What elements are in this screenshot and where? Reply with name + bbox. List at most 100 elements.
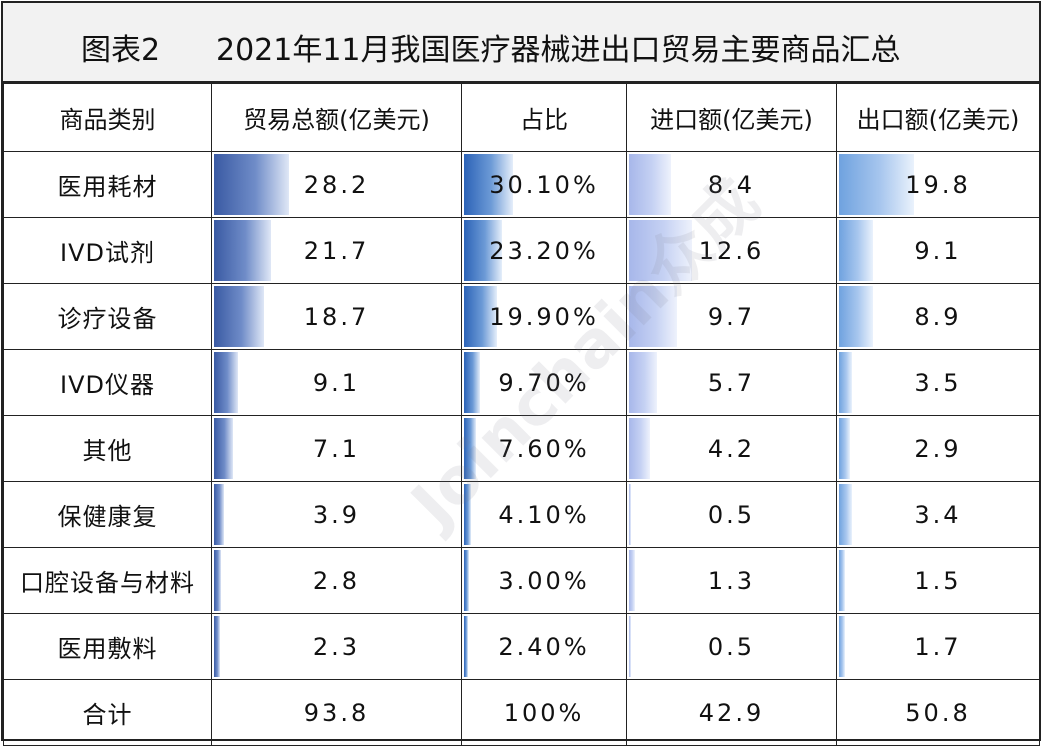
import-cell: 42.9 xyxy=(626,679,837,746)
share-cell: 100% xyxy=(461,679,627,746)
total-value: 7.1 xyxy=(312,434,361,463)
export-data-bar xyxy=(839,418,850,479)
total-data-bar xyxy=(214,616,221,677)
column-header-category: 商品类别 xyxy=(3,83,212,152)
import-value: 4.2 xyxy=(707,434,756,463)
share-value: 4.10% xyxy=(498,500,590,529)
category-cell: 其他 xyxy=(3,415,212,482)
table-row: IVD仪器 9.1 9.70% 5.7 3.5 xyxy=(3,349,1040,416)
total-data-bar xyxy=(214,484,225,545)
export-value: 8.9 xyxy=(914,302,962,331)
share-cell: 30.10% xyxy=(461,151,627,218)
export-value: 50.8 xyxy=(905,698,971,727)
import-data-bar xyxy=(629,220,692,281)
export-value: 1.5 xyxy=(914,566,962,595)
total-data-bar xyxy=(214,286,264,347)
title-bar: 图表2 2021年11月我国医疗器械进出口贸易主要商品汇总 xyxy=(3,3,1039,83)
total-data-bar xyxy=(214,418,233,479)
share-data-bar xyxy=(464,418,477,479)
export-data-bar xyxy=(839,286,873,347)
total-cell: 2.3 xyxy=(211,613,462,680)
share-cell: 23.20% xyxy=(461,217,627,284)
total-cell: 21.7 xyxy=(211,217,462,284)
total-cell: 7.1 xyxy=(211,415,462,482)
table-row: 医用耗材 28.2 30.10% 8.4 19.8 xyxy=(3,151,1040,218)
share-value: 19.90% xyxy=(489,302,599,331)
category-cell: 保健康复 xyxy=(3,481,212,548)
export-cell: 1.7 xyxy=(836,613,1040,680)
category-cell: 合计 xyxy=(3,679,212,746)
export-data-bar xyxy=(839,154,914,215)
figure-label: 图表2 xyxy=(81,33,161,68)
category-cell: 医用耗材 xyxy=(3,151,212,218)
total-row: 合计 93.8 100% 42.9 50.8 xyxy=(3,679,1040,746)
category-cell: 口腔设备与材料 xyxy=(3,547,212,614)
import-cell: 8.4 xyxy=(626,151,837,218)
share-cell: 7.60% xyxy=(461,415,627,482)
table-row: 诊疗设备 18.7 19.90% 9.7 8.9 xyxy=(3,283,1040,350)
total-value: 2.8 xyxy=(312,566,361,595)
total-data-bar xyxy=(214,220,272,281)
share-value: 2.40% xyxy=(498,632,590,661)
import-value: 0.5 xyxy=(707,632,756,661)
export-data-bar xyxy=(839,220,874,281)
import-cell: 0.5 xyxy=(626,481,837,548)
import-cell: 5.7 xyxy=(626,349,837,416)
category-cell: 医用敷料 xyxy=(3,613,212,680)
share-value: 7.60% xyxy=(498,434,590,463)
header-row: 商品类别 贸易总额(亿美元) 占比 进口额(亿美元) 出口额(亿美元) xyxy=(3,83,1040,152)
category-cell: 诊疗设备 xyxy=(3,283,212,350)
export-cell: 8.9 xyxy=(836,283,1040,350)
share-data-bar xyxy=(464,352,480,413)
import-value: 42.9 xyxy=(698,698,765,727)
column-header-import: 进口额(亿美元) xyxy=(626,83,837,152)
total-value: 93.8 xyxy=(303,698,370,727)
table-row: IVD试剂 21.7 23.20% 12.6 9.1 xyxy=(3,217,1040,284)
total-data-bar xyxy=(214,550,222,611)
import-cell: 12.6 xyxy=(626,217,837,284)
table-body: 医用耗材 28.2 30.10% 8.4 19.8 IVD试剂 21.7 23.20% 12.6… xyxy=(3,151,1040,746)
data-table: 商品类别 贸易总额(亿美元) 占比 进口额(亿美元) 出口额(亿美元) 医用耗材… xyxy=(3,83,1040,746)
column-header-export: 出口额(亿美元) xyxy=(836,83,1040,152)
export-value: 3.4 xyxy=(914,500,962,529)
export-cell: 19.8 xyxy=(836,151,1040,218)
share-value: 3.00% xyxy=(498,566,590,595)
total-value: 28.2 xyxy=(303,170,370,199)
import-data-bar xyxy=(629,418,650,479)
total-value: 3.9 xyxy=(312,500,361,529)
export-data-bar xyxy=(839,352,853,413)
share-value: 23.20% xyxy=(489,236,599,265)
category-cell: IVD试剂 xyxy=(3,217,212,284)
total-cell: 28.2 xyxy=(211,151,462,218)
total-value: 21.7 xyxy=(303,236,370,265)
export-cell: 1.5 xyxy=(836,547,1040,614)
share-data-bar xyxy=(464,616,468,677)
import-cell: 0.5 xyxy=(626,613,837,680)
total-value: 9.1 xyxy=(312,368,361,397)
total-value: 2.3 xyxy=(312,632,361,661)
import-value: 5.7 xyxy=(707,368,756,397)
export-value: 3.5 xyxy=(914,368,962,397)
import-data-bar xyxy=(629,154,671,215)
total-cell: 9.1 xyxy=(211,349,462,416)
import-value: 1.3 xyxy=(707,566,756,595)
table-row: 口腔设备与材料 2.8 3.00% 1.3 1.5 xyxy=(3,547,1040,614)
import-data-bar xyxy=(629,616,632,677)
export-data-bar xyxy=(839,484,852,545)
import-data-bar xyxy=(629,286,678,347)
export-cell: 3.4 xyxy=(836,481,1040,548)
total-value: 18.7 xyxy=(303,302,370,331)
import-value: 8.4 xyxy=(707,170,756,199)
export-cell: 50.8 xyxy=(836,679,1040,746)
share-cell: 3.00% xyxy=(461,547,627,614)
table-row: 医用敷料 2.3 2.40% 0.5 1.7 xyxy=(3,613,1040,680)
share-cell: 19.90% xyxy=(461,283,627,350)
share-value: 9.70% xyxy=(498,368,590,397)
share-cell: 4.10% xyxy=(461,481,627,548)
share-value: 100% xyxy=(503,698,585,727)
import-data-bar xyxy=(629,550,636,611)
export-value: 9.1 xyxy=(914,236,962,265)
import-value: 9.7 xyxy=(707,302,756,331)
import-cell: 9.7 xyxy=(626,283,837,350)
